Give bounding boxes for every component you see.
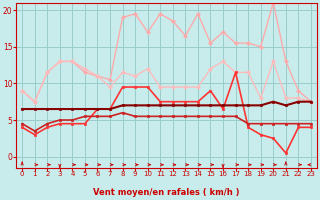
X-axis label: Vent moyen/en rafales ( km/h ): Vent moyen/en rafales ( km/h ) [93,188,240,197]
